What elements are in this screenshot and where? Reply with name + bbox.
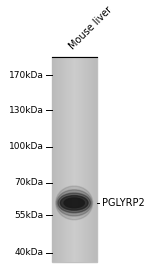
Bar bbox=[61, 57, 62, 262]
Bar bbox=[68, 57, 69, 262]
Bar bbox=[75, 57, 76, 262]
Bar bbox=[78, 57, 79, 262]
Bar bbox=[72, 57, 73, 262]
Text: 100kDa: 100kDa bbox=[9, 142, 44, 151]
Bar bbox=[58, 57, 60, 262]
Bar bbox=[57, 57, 59, 262]
Bar bbox=[84, 57, 86, 262]
Bar bbox=[65, 57, 66, 262]
Bar bbox=[94, 57, 96, 262]
Bar bbox=[63, 57, 64, 262]
Bar bbox=[54, 57, 55, 262]
Bar bbox=[52, 57, 97, 262]
Ellipse shape bbox=[64, 198, 84, 208]
Bar bbox=[70, 57, 71, 262]
Bar bbox=[60, 57, 61, 262]
Bar bbox=[76, 57, 78, 262]
Bar bbox=[83, 57, 84, 262]
Bar bbox=[55, 57, 56, 262]
Bar bbox=[66, 57, 68, 262]
Text: 55kDa: 55kDa bbox=[15, 211, 44, 220]
Bar bbox=[74, 57, 75, 262]
Bar bbox=[92, 57, 93, 262]
Bar bbox=[71, 57, 72, 262]
Bar bbox=[82, 57, 83, 262]
Bar bbox=[53, 57, 54, 262]
Ellipse shape bbox=[57, 190, 92, 216]
Bar bbox=[93, 57, 94, 262]
Ellipse shape bbox=[56, 186, 93, 220]
Bar bbox=[91, 57, 92, 262]
Bar bbox=[69, 57, 70, 262]
Bar bbox=[52, 57, 53, 262]
Bar bbox=[62, 57, 63, 262]
Bar bbox=[87, 57, 88, 262]
Text: 130kDa: 130kDa bbox=[9, 106, 44, 115]
Text: Mouse liver: Mouse liver bbox=[67, 5, 114, 52]
Text: 70kDa: 70kDa bbox=[15, 178, 44, 187]
Text: 170kDa: 170kDa bbox=[9, 71, 44, 80]
Ellipse shape bbox=[60, 196, 88, 210]
Bar bbox=[88, 57, 89, 262]
Ellipse shape bbox=[58, 193, 90, 213]
Bar bbox=[90, 57, 91, 262]
Text: PGLYRP2: PGLYRP2 bbox=[102, 198, 145, 208]
Bar bbox=[80, 57, 81, 262]
Bar bbox=[85, 57, 87, 262]
Text: 40kDa: 40kDa bbox=[15, 248, 44, 257]
Bar bbox=[56, 57, 57, 262]
Bar bbox=[64, 57, 65, 262]
Bar bbox=[89, 57, 90, 262]
Bar bbox=[96, 57, 97, 262]
Bar bbox=[73, 57, 74, 262]
Bar bbox=[81, 57, 82, 262]
Bar bbox=[79, 57, 80, 262]
